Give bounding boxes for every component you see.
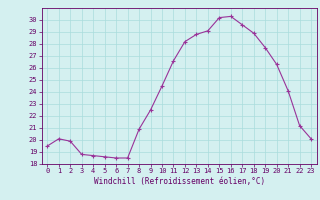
X-axis label: Windchill (Refroidissement éolien,°C): Windchill (Refroidissement éolien,°C): [94, 177, 265, 186]
